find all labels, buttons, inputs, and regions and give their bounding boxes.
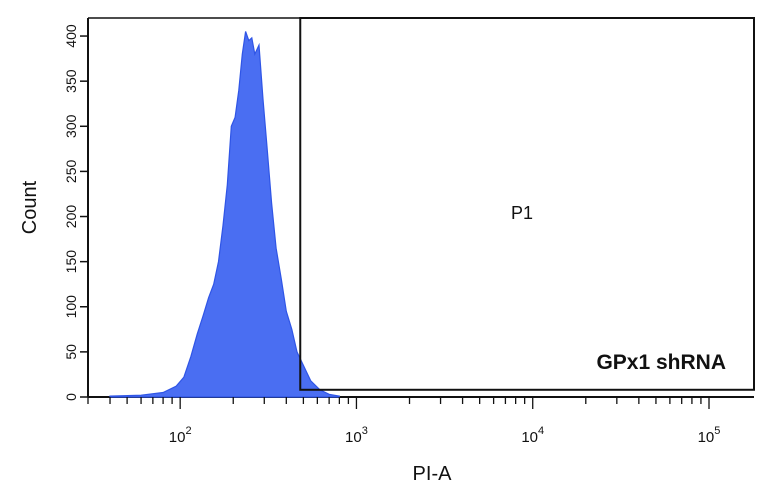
x-tick-label: 103 <box>345 425 368 446</box>
gate-p1-label: P1 <box>511 203 533 223</box>
y-tick-label: 100 <box>63 295 79 319</box>
y-tick-label: 350 <box>63 69 79 93</box>
x-tick-label: 104 <box>521 425 544 446</box>
gate-p1-rect <box>299 17 755 391</box>
y-tick-label: 0 <box>63 393 79 401</box>
sample-annotation: GPx1 shRNA <box>596 351 726 374</box>
y-axis-label: Count <box>19 180 41 234</box>
y-axis-ticks: 0 50 100 150 200 250 300 350 400 <box>63 24 88 401</box>
gate-p1: P1 <box>299 17 755 391</box>
x-axis-label: PI-A <box>413 463 453 485</box>
plot-frame <box>87 17 754 398</box>
y-tick-label: 200 <box>63 205 79 229</box>
x-tick-label: 105 <box>698 425 721 446</box>
y-tick-label: 250 <box>63 160 79 184</box>
x-tick-label: 102 <box>169 425 192 446</box>
histogram-series-area <box>109 31 340 398</box>
y-tick-label: 150 <box>63 250 79 274</box>
histogram-area <box>109 31 340 398</box>
x-axis-ticks: 102 103 104 105 <box>87 397 721 446</box>
y-tick-label: 300 <box>63 114 79 138</box>
y-tick-label: 400 <box>63 24 79 48</box>
y-tick-label: 50 <box>63 344 79 360</box>
